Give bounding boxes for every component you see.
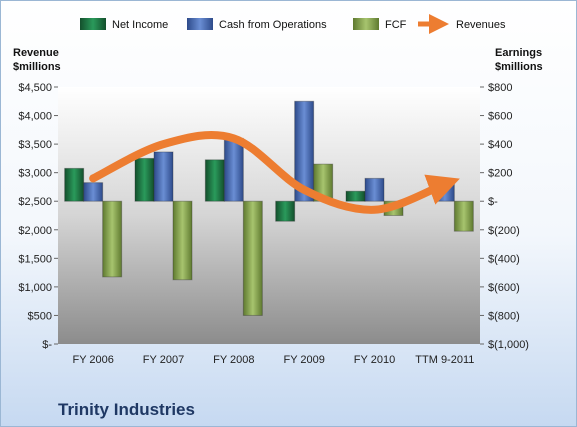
left-tick-label: $4,000 (18, 111, 52, 123)
right-tick-label: $- (488, 196, 498, 208)
right-axis-ticks: $(1,000) $(800) $(600) $(400) $(200) $- $200 $4… (480, 82, 529, 351)
fcf-bar (453, 200, 474, 232)
x-tick-label: FY 2007 (143, 354, 184, 366)
left-axis-ticks: $- $500 $1,000 $1,500 $2,000 $2,500 $3,000 $3,5… (18, 82, 58, 351)
right-tick-label: $(200) (488, 225, 520, 237)
left-tick-label: $3,500 (18, 139, 52, 151)
right-tick-label: $(600) (488, 282, 520, 294)
left-tick-label: $1,000 (18, 282, 52, 294)
net-income-bar (64, 167, 85, 202)
left-tick-label: $- (42, 339, 52, 351)
fcf-bar (102, 200, 123, 278)
plot-area (58, 87, 480, 344)
x-tick-label: FY 2006 (72, 354, 113, 366)
right-axis-title-line2: $millions (495, 61, 543, 73)
right-tick-label: $800 (488, 82, 512, 94)
legend: Net Income Cash from Operations FCF Reve… (80, 14, 506, 34)
x-tick-label: FY 2008 (213, 354, 254, 366)
cash-from-operations-bar (153, 151, 174, 202)
cash-from-operations-bar (294, 100, 315, 202)
cash-from-operations-bar (223, 137, 244, 202)
net-income-bar (345, 190, 366, 202)
right-axis-title-line1: Earnings (495, 47, 542, 59)
left-tick-label: $2,500 (18, 196, 52, 208)
left-tick-label: $3,000 (18, 168, 52, 180)
cash-from-operations-bar (83, 182, 104, 202)
x-tick-label: FY 2010 (354, 354, 395, 366)
legend-item-revenues: Revenues (418, 14, 506, 34)
fcf-bar (242, 200, 263, 316)
legend-item-net-income: Net Income (80, 18, 168, 31)
net-income-bar (204, 159, 225, 202)
net-income-bar (275, 200, 296, 222)
legend-label-cash-from-operations: Cash from Operations (219, 19, 327, 31)
legend-swatch-cash-from-operations (187, 18, 213, 30)
revenue-line (89, 131, 460, 214)
legend-item-fcf: FCF (353, 18, 407, 31)
net-income-bar (134, 157, 155, 202)
legend-label-revenues: Revenues (456, 19, 506, 31)
legend-label-net-income: Net Income (112, 19, 168, 31)
legend-swatch-fcf (353, 18, 379, 30)
revenues-line (89, 131, 460, 214)
right-tick-label: $200 (488, 168, 512, 180)
x-tick-label: TTM 9-2011 (415, 354, 474, 366)
left-axis-title-line1: Revenue (13, 47, 59, 59)
right-tick-label: $(400) (488, 253, 520, 265)
left-tick-label: $4,500 (18, 82, 52, 94)
left-tick-label: $1,500 (18, 253, 52, 265)
right-tick-label: $(800) (488, 310, 520, 322)
legend-swatch-net-income (80, 18, 106, 30)
right-tick-label: $(1,000) (488, 339, 529, 351)
right-tick-label: $600 (488, 111, 512, 123)
legend-item-cash-from-operations: Cash from Operations (187, 18, 327, 31)
right-tick-label: $400 (488, 139, 512, 151)
left-tick-label: $500 (28, 310, 52, 322)
fcf-bar (172, 200, 193, 281)
chart-title: Trinity Industries (58, 400, 195, 419)
left-axis-title-line2: $millions (13, 61, 61, 73)
bars (64, 100, 474, 316)
left-tick-label: $2,000 (18, 225, 52, 237)
legend-label-fcf: FCF (385, 19, 407, 31)
x-axis-labels: FY 2006 FY 2007 FY 2008 FY 2009 FY 2010 TTM 9… (72, 354, 474, 366)
x-tick-label: FY 2009 (283, 354, 324, 366)
cash-from-operations-bar (364, 177, 385, 202)
